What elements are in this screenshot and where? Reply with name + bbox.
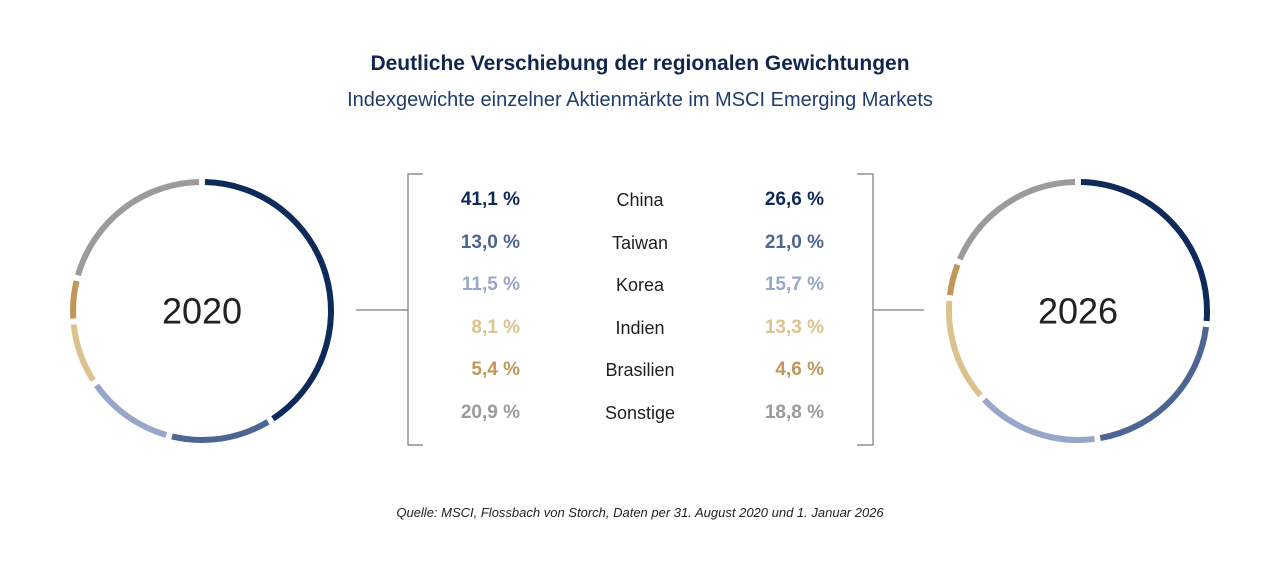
table-row: 20,9 % Sonstige 18,8 % (400, 398, 880, 428)
source-note: Quelle: MSCI, Flossbach von Storch, Date… (396, 505, 884, 520)
value-2026: 4,6 % (775, 359, 824, 381)
donut-segment-indien (70, 324, 96, 383)
country-label: China (616, 190, 664, 210)
donut-segment-sonstige (75, 179, 200, 277)
value-2020: 5,4 % (471, 359, 520, 381)
donut-segment-taiwan (1099, 326, 1209, 442)
chart-title: Deutliche Verschiebung der regionalen Ge… (370, 52, 910, 75)
value-2026: 21,0 % (764, 231, 824, 253)
donut-segment-brasilien (69, 280, 80, 319)
value-2020: 20,9 % (460, 402, 520, 423)
table-row: 41,1 % China 26,6 % (400, 185, 880, 215)
donut-segment-china (1080, 179, 1210, 322)
value-2020: 8,1 % (471, 316, 520, 338)
country-label: Indien (615, 317, 665, 338)
donut-segment-taiwan (171, 419, 270, 443)
country-label: Korea (615, 275, 665, 296)
table-row: 13,0 % Taiwan 21,0 % (400, 228, 880, 258)
donut-segment-sonstige (957, 179, 1076, 261)
donut-segment-korea (982, 397, 1095, 443)
value-2026: 18,8 % (764, 402, 824, 423)
table-row: 5,4 % Brasilien 4,6 % (400, 355, 880, 385)
value-2026: 15,7 % (764, 274, 824, 296)
country-label: Taiwan (611, 232, 669, 253)
table-row: 8,1 % Indien 13,3 % (400, 313, 880, 343)
value-2026: 13,3 % (764, 316, 824, 338)
value-2026: 26,6 % (764, 189, 824, 210)
value-2020: 41,1 % (460, 189, 520, 210)
donut-chart-2020: 2020 (69, 179, 334, 443)
country-label: Sonstige (604, 403, 676, 423)
country-label: Brasilien (605, 360, 675, 381)
donut-segment-indien (946, 300, 983, 398)
value-2020: 13,0 % (460, 231, 520, 253)
year-label-2020: 2020 (162, 291, 242, 332)
value-2020: 11,5 % (461, 274, 520, 296)
year-label-2026: 2026 (1038, 291, 1118, 332)
donut-segment-brasilien (947, 263, 961, 296)
table-row: 11,5 % Korea 15,7 % (400, 270, 880, 300)
chart-subtitle: Indexgewichte einzelner Aktienmärkte im … (347, 89, 933, 111)
donut-segment-korea (94, 383, 168, 438)
donut-chart-2026: 2026 (946, 179, 1210, 443)
donut-segment-china (204, 179, 334, 422)
